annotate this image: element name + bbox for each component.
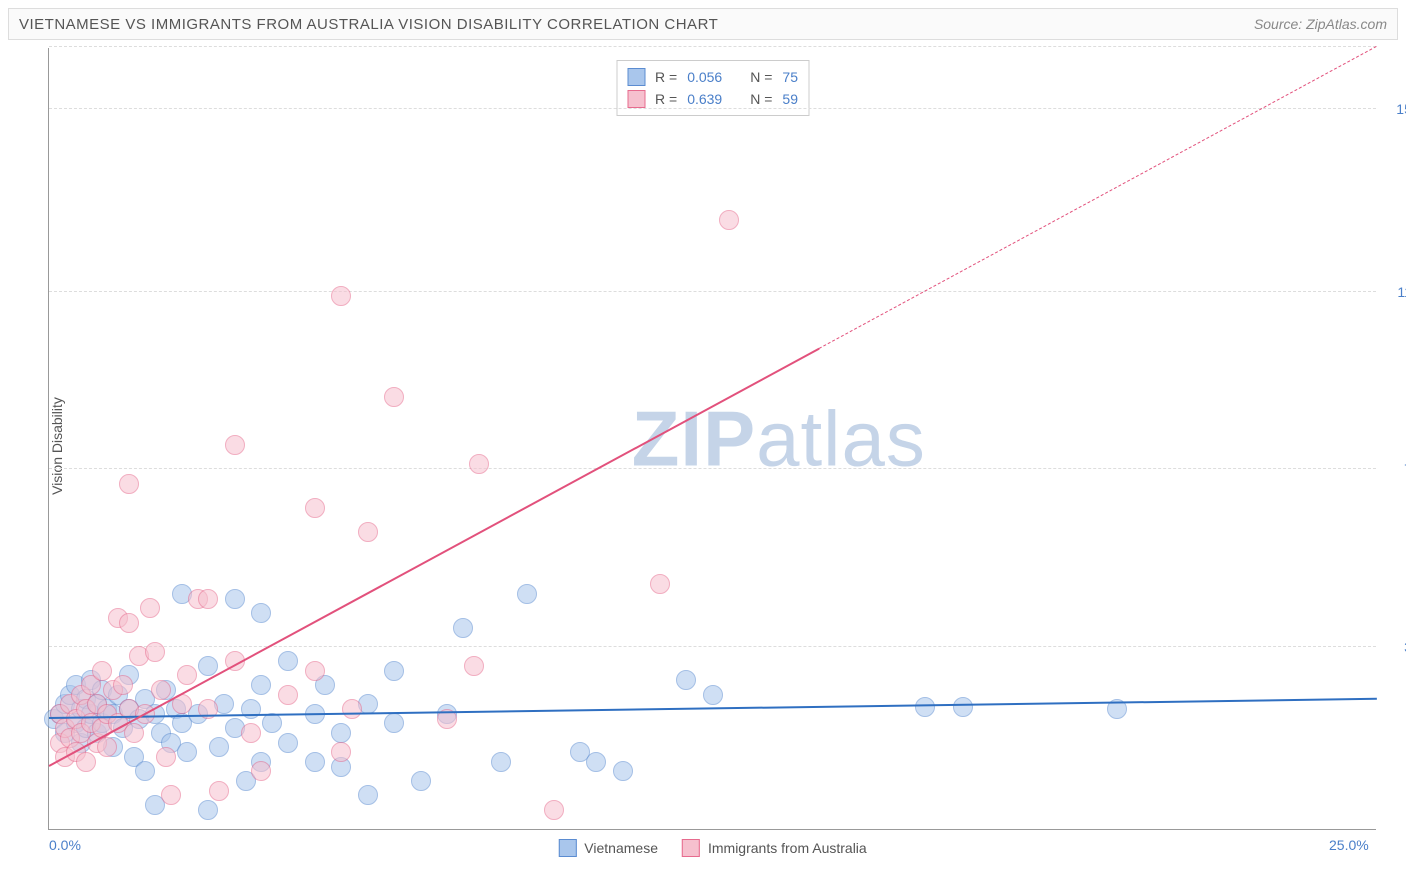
scatter-point-australia <box>156 747 176 767</box>
scatter-point-vietnamese <box>411 771 431 791</box>
scatter-point-australia <box>305 661 325 681</box>
scatter-point-australia <box>124 723 144 743</box>
scatter-point-australia <box>177 665 197 685</box>
n-label: N = <box>750 88 772 110</box>
stats-legend-row: R = 0.056 N = 75 <box>627 66 798 88</box>
scatter-point-australia <box>241 723 261 743</box>
scatter-point-australia <box>719 210 739 230</box>
title-bar: VIETNAMESE VS IMMIGRANTS FROM AUSTRALIA … <box>8 8 1398 40</box>
scatter-point-vietnamese <box>384 713 404 733</box>
plot-area: ZIPatlas R = 0.056 N = 75 R = 0.639 N = … <box>48 48 1376 830</box>
r-value-australia: 0.639 <box>687 88 722 110</box>
y-tick-label: 11.2% <box>1381 284 1406 300</box>
scatter-point-vietnamese <box>517 584 537 604</box>
scatter-point-australia <box>76 752 96 772</box>
stats-legend-row: R = 0.639 N = 59 <box>627 88 798 110</box>
scatter-point-vietnamese <box>177 742 197 762</box>
x-tick-label: 0.0% <box>49 837 81 853</box>
r-label: R = <box>655 66 677 88</box>
scatter-point-australia <box>342 699 362 719</box>
scatter-point-australia <box>384 387 404 407</box>
scatter-point-australia <box>145 642 165 662</box>
scatter-point-vietnamese <box>198 800 218 820</box>
scatter-point-vietnamese <box>453 618 473 638</box>
scatter-point-vietnamese <box>331 723 351 743</box>
scatter-point-vietnamese <box>278 651 298 671</box>
scatter-point-vietnamese <box>135 761 155 781</box>
scatter-point-vietnamese <box>676 670 696 690</box>
scatter-point-vietnamese <box>613 761 633 781</box>
series-legend: Vietnamese Immigrants from Australia <box>558 839 866 857</box>
scatter-point-vietnamese <box>358 785 378 805</box>
scatter-point-vietnamese <box>251 603 271 623</box>
swatch-vietnamese <box>558 839 576 857</box>
watermark: ZIPatlas <box>632 393 926 484</box>
scatter-point-australia <box>464 656 484 676</box>
gridline <box>49 108 1376 109</box>
y-tick-label: 7.5% <box>1381 461 1406 477</box>
swatch-vietnamese <box>627 68 645 86</box>
trend-line <box>819 46 1377 349</box>
scatter-point-australia <box>198 589 218 609</box>
swatch-australia <box>682 839 700 857</box>
legend-item-vietnamese: Vietnamese <box>558 839 658 857</box>
scatter-point-australia <box>119 474 139 494</box>
gridline <box>49 646 1376 647</box>
scatter-point-vietnamese <box>305 752 325 772</box>
scatter-point-vietnamese <box>251 675 271 695</box>
scatter-point-vietnamese <box>703 685 723 705</box>
r-label: R = <box>655 88 677 110</box>
gridline <box>49 468 1376 469</box>
legend-item-australia: Immigrants from Australia <box>682 839 867 857</box>
scatter-point-australia <box>225 435 245 455</box>
legend-label-australia: Immigrants from Australia <box>708 840 867 856</box>
y-tick-label: 3.8% <box>1381 639 1406 655</box>
scatter-point-vietnamese <box>262 713 282 733</box>
scatter-point-australia <box>113 675 133 695</box>
scatter-point-vietnamese <box>953 697 973 717</box>
n-value-vietnamese: 75 <box>782 66 798 88</box>
scatter-point-australia <box>97 737 117 757</box>
scatter-point-vietnamese <box>198 656 218 676</box>
scatter-point-australia <box>278 685 298 705</box>
n-value-australia: 59 <box>782 88 798 110</box>
scatter-point-australia <box>151 680 171 700</box>
swatch-australia <box>627 90 645 108</box>
scatter-point-australia <box>544 800 564 820</box>
scatter-point-australia <box>650 574 670 594</box>
trend-line <box>49 347 820 766</box>
scatter-point-australia <box>331 742 351 762</box>
scatter-point-australia <box>251 761 271 781</box>
scatter-point-australia <box>140 598 160 618</box>
scatter-point-vietnamese <box>278 733 298 753</box>
y-tick-label: 15.0% <box>1381 101 1406 117</box>
scatter-point-vietnamese <box>586 752 606 772</box>
scatter-point-vietnamese <box>915 697 935 717</box>
gridline <box>49 46 1376 47</box>
scatter-point-vietnamese <box>225 589 245 609</box>
scatter-point-australia <box>305 498 325 518</box>
x-tick-label: 25.0% <box>1329 837 1369 853</box>
scatter-point-vietnamese <box>491 752 511 772</box>
scatter-point-australia <box>469 454 489 474</box>
scatter-point-vietnamese <box>209 737 229 757</box>
chart-title: VIETNAMESE VS IMMIGRANTS FROM AUSTRALIA … <box>19 16 718 33</box>
r-value-vietnamese: 0.056 <box>687 66 722 88</box>
scatter-point-australia <box>358 522 378 542</box>
gridline <box>49 291 1376 292</box>
n-label: N = <box>750 66 772 88</box>
legend-label-vietnamese: Vietnamese <box>584 840 658 856</box>
scatter-point-australia <box>209 781 229 801</box>
scatter-point-australia <box>119 613 139 633</box>
scatter-point-vietnamese <box>384 661 404 681</box>
scatter-point-australia <box>161 785 181 805</box>
scatter-point-australia <box>92 661 112 681</box>
scatter-point-australia <box>331 286 351 306</box>
chart-container: VIETNAMESE VS IMMIGRANTS FROM AUSTRALIA … <box>0 0 1406 892</box>
source-label: Source: ZipAtlas.com <box>1254 16 1387 32</box>
